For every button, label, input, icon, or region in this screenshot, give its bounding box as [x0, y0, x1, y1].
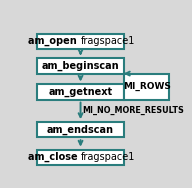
FancyBboxPatch shape: [37, 122, 124, 137]
Text: fragspace1: fragspace1: [81, 152, 135, 162]
Text: fragspace1: fragspace1: [81, 36, 135, 46]
Text: am_beginscan: am_beginscan: [42, 61, 119, 71]
FancyBboxPatch shape: [37, 150, 124, 165]
Text: am_close: am_close: [27, 152, 81, 162]
FancyBboxPatch shape: [37, 58, 124, 74]
FancyBboxPatch shape: [124, 74, 169, 100]
Text: MI_NO_MORE_RESULTS: MI_NO_MORE_RESULTS: [82, 106, 184, 115]
FancyBboxPatch shape: [37, 34, 124, 49]
FancyBboxPatch shape: [37, 84, 124, 100]
Text: MI_ROWS: MI_ROWS: [123, 82, 171, 91]
Text: am_endscan: am_endscan: [47, 124, 114, 135]
Text: am_open: am_open: [28, 36, 81, 46]
Text: am_getnext: am_getnext: [49, 87, 113, 97]
